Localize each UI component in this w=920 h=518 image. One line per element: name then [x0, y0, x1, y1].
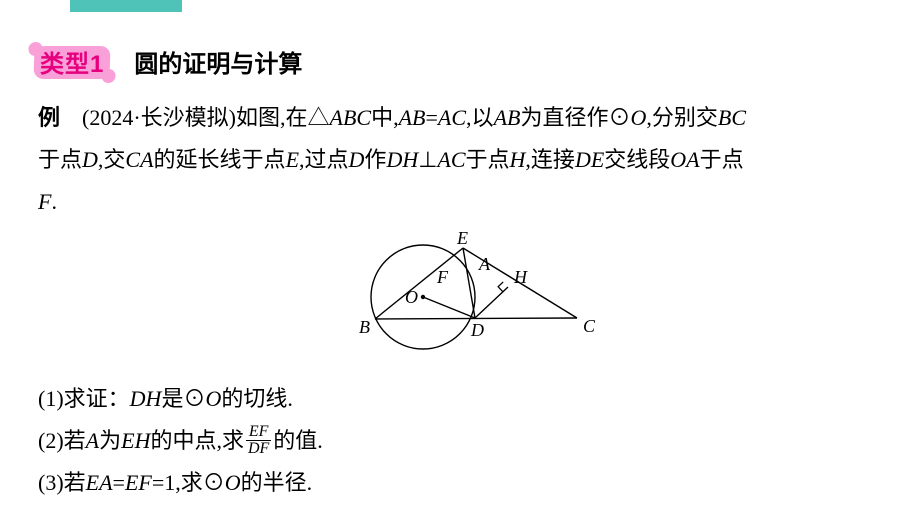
svg-text:E: E: [456, 228, 468, 248]
problem-source: (2024·长沙模拟): [82, 105, 236, 130]
stem-line-3: F.: [38, 189, 57, 214]
category-title: 圆的证明与计算: [134, 44, 302, 79]
svg-text:D: D: [470, 320, 484, 340]
svg-text:O: O: [405, 287, 418, 307]
category-badge: 类型1: [38, 44, 106, 79]
question-3: (3)若EA=EF=1,求⊙O的半径.: [38, 462, 882, 504]
question-1: (1)求证：DH是⊙O的切线.: [38, 378, 882, 420]
svg-text:A: A: [478, 254, 491, 274]
svg-text:C: C: [583, 316, 596, 336]
category-header: 类型1 圆的证明与计算: [38, 44, 882, 79]
top-accent-bar: [70, 0, 182, 12]
stem-line-1: 如图,在△ABC中,AB=AC,以AB为直径作⊙O,分别交BC: [236, 105, 746, 130]
diagram-svg: EA H OF B D C: [315, 227, 605, 367]
stem-line-2: 于点D,交CA的延长线于点E,过点D作DH⊥AC于点H,连接DE交线段OA于点: [38, 147, 744, 172]
page-content: 类型1 圆的证明与计算 例 (2024·长沙模拟)如图,在△ABC中,AB=AC…: [0, 0, 920, 504]
fraction-numerator: EF: [246, 424, 271, 441]
geometry-diagram: EA H OF B D C: [38, 227, 882, 372]
svg-text:B: B: [359, 317, 370, 337]
question-2: (2)若A为EH的中点,求EFDF的值.: [38, 420, 882, 462]
problem-stem: 例 (2024·长沙模拟)如图,在△ABC中,AB=AC,以AB为直径作⊙O,分…: [38, 97, 882, 223]
svg-text:H: H: [513, 267, 528, 287]
svg-text:F: F: [436, 267, 449, 287]
fraction-denominator: DF: [246, 441, 271, 457]
fraction-ef-df: EFDF: [246, 424, 271, 457]
category-label: 类型1: [38, 51, 106, 78]
example-prefix: 例: [38, 105, 60, 130]
